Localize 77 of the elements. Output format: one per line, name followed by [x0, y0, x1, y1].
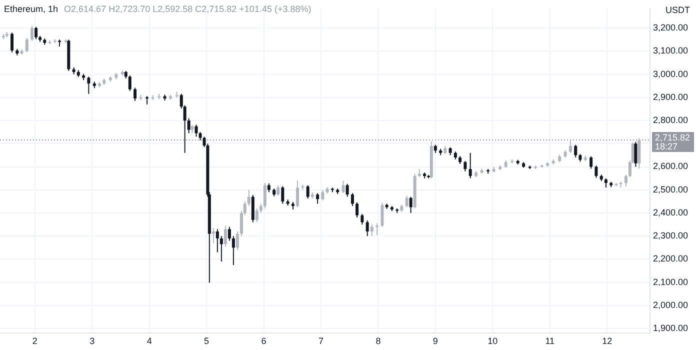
- y-tick-label: 3,200.00: [653, 22, 688, 33]
- candlestick: [316, 192, 320, 204]
- candlestick: [376, 222, 379, 236]
- annotation: O2,614.67 H2,723.70 L2,592.58 C2,715.82 +101.45 (+3.88%): [64, 4, 312, 14]
- y-tick-label: 2,400.00: [653, 207, 688, 218]
- candlestick: [194, 124, 198, 138]
- candlestick: [380, 202, 384, 228]
- candlestick: [321, 189, 324, 201]
- candlestick: [590, 156, 593, 170]
- candlestick: [247, 189, 250, 207]
- candlestick: [634, 141, 638, 168]
- candlestick: [255, 208, 258, 223]
- candlestick: [346, 183, 349, 198]
- candlestick: [220, 236, 223, 262]
- candlestick: [30, 25, 34, 42]
- candlestick: [134, 87, 137, 102]
- y-tick-label: 1,900.00: [653, 323, 688, 334]
- candlestick: [638, 138, 641, 169]
- candlestick: [405, 195, 408, 208]
- x-tick-label: 9: [432, 336, 438, 346]
- candlestick: [296, 180, 300, 208]
- candlestick: [259, 203, 262, 214]
- y-tick-label: 2,300.00: [653, 230, 688, 241]
- candlestick: [276, 184, 280, 196]
- candlestick: [624, 174, 628, 187]
- candlestick: [232, 236, 235, 266]
- x-tick-label: 5: [204, 336, 210, 346]
- candlestick: [594, 165, 598, 178]
- candlestick: [251, 194, 254, 223]
- x-tick-label: 7: [318, 336, 324, 346]
- text: 18:27: [655, 141, 678, 152]
- x-tick-label: 11: [545, 336, 555, 346]
- y-tick-label: 2,100.00: [653, 276, 688, 287]
- candlestick: [224, 225, 227, 248]
- candlestick: [464, 160, 467, 172]
- x-tick-label: 10: [488, 336, 498, 346]
- candlestick: [34, 26, 38, 40]
- candlestick: [568, 140, 572, 154]
- candlestick: [216, 228, 219, 253]
- x-tick-label: 12: [602, 336, 612, 346]
- candlestick: [350, 192, 354, 207]
- ref-line-label: 2,715.82: [655, 132, 690, 142]
- candlestick: [468, 152, 472, 179]
- y-tick-label: 3,000.00: [653, 68, 688, 79]
- candlestick: [306, 184, 310, 200]
- y-axis-title: USDT: [662, 3, 694, 17]
- candlestick: [281, 186, 284, 204]
- candlestick: [212, 228, 215, 244]
- candlestick: [574, 144, 578, 158]
- y-tick-label: 2,600.00: [653, 161, 688, 172]
- y-tick-label: 2,800.00: [653, 115, 688, 126]
- y-tick-label: 2,200.00: [653, 254, 688, 264]
- candlestick: [228, 226, 231, 242]
- candlestick: [187, 118, 190, 134]
- candlestick: [356, 202, 359, 218]
- x-tick-label: 3: [90, 336, 95, 346]
- chart-title: Ethereum, 1h: [4, 4, 58, 14]
- candlestick: [263, 182, 266, 209]
- candlestick: [360, 213, 364, 226]
- x-tick-label: 2: [32, 336, 38, 346]
- candlestick: [370, 224, 374, 237]
- candlestick: [604, 178, 608, 188]
- y-tick-label: 2,500.00: [653, 184, 688, 194]
- candlestick: [87, 76, 90, 94]
- x-tick-label: 6: [261, 336, 266, 346]
- x-tick-label: 4: [146, 336, 152, 346]
- y-tick-label: 3,100.00: [653, 46, 688, 56]
- x-tick-label: 8: [376, 336, 381, 346]
- candlestick: [236, 230, 239, 250]
- candlestick: [25, 37, 28, 53]
- y-tick-label: 2,900.00: [653, 92, 688, 102]
- candlestick: [366, 220, 369, 237]
- candlestick: [10, 32, 14, 53]
- y-tick-label: 2,000.00: [653, 300, 688, 310]
- candlestick: [342, 180, 345, 194]
- candlestick: [128, 74, 132, 92]
- candlestick: [409, 196, 412, 214]
